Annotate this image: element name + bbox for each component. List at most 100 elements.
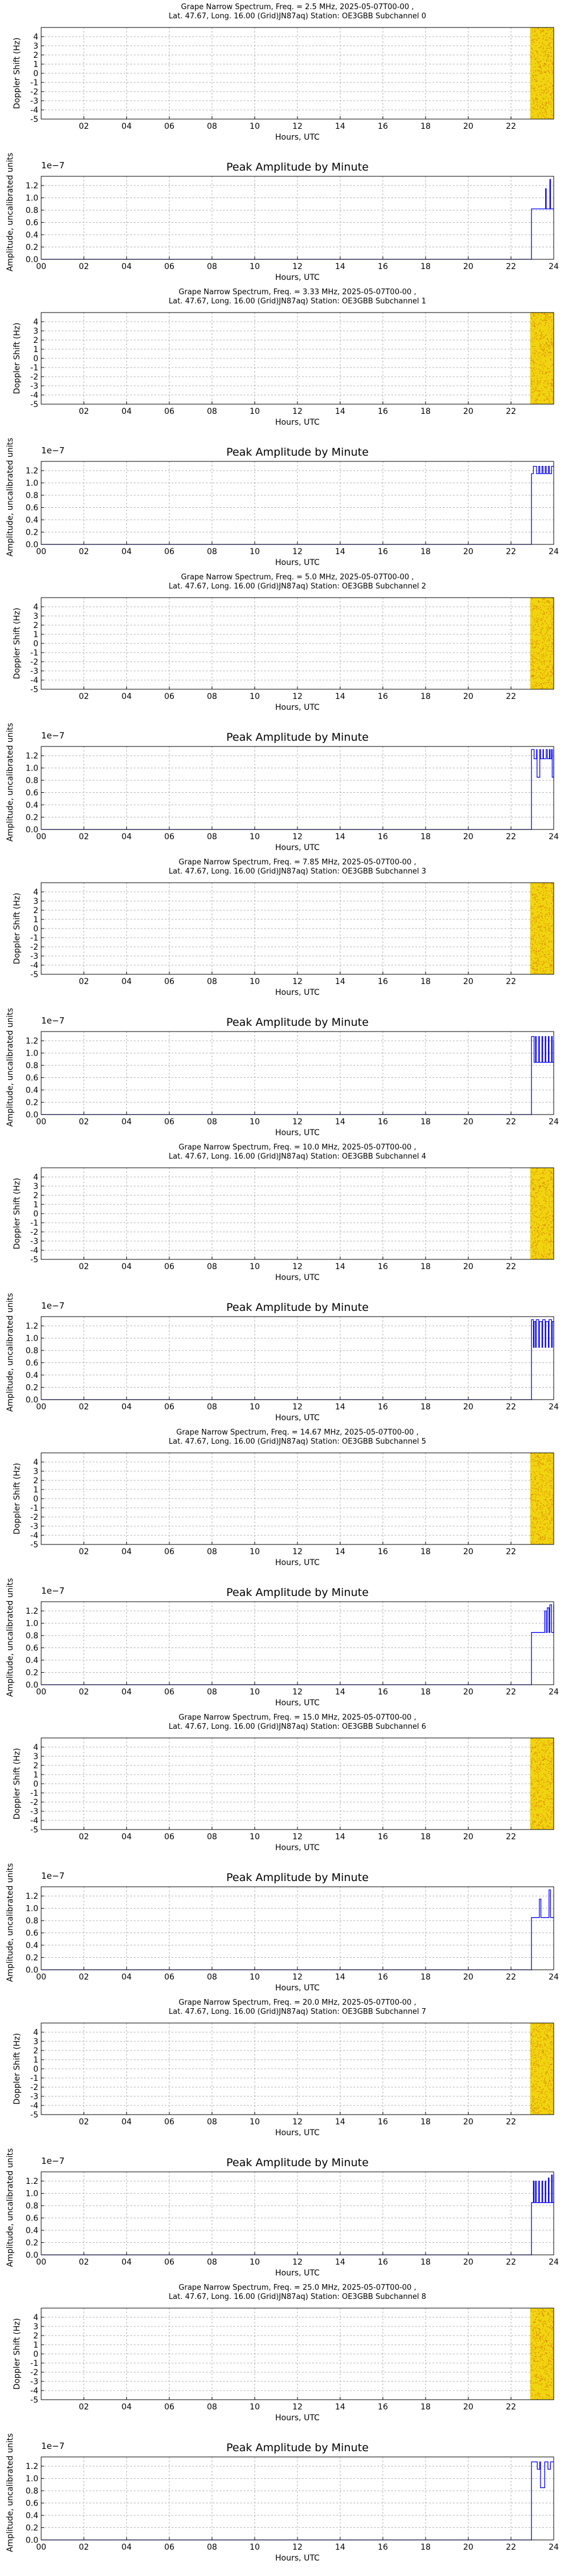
spectrum-speckle (533, 322, 534, 323)
spectrum-speckle (547, 2381, 549, 2382)
spectrum-speckle (530, 1219, 532, 1221)
spectrum-speckle (549, 1512, 550, 1514)
amplitude-xtick-label: 02 (79, 2543, 89, 2552)
amplitude-xlabel: Hours, UTC (275, 843, 320, 852)
spectrum-speckle (541, 1756, 543, 1757)
spectrum-speckle (530, 1744, 531, 1745)
spectrum-speckle (546, 1244, 547, 1246)
spectrum-speckle (546, 1232, 547, 1234)
spectrum-speckle (531, 392, 533, 393)
spectrum-speckle (540, 1206, 542, 1207)
spectrum-speckle (537, 906, 539, 907)
spectrum-speckle (549, 1823, 551, 1824)
amplitude-xtick-label: 14 (335, 1688, 345, 1697)
amplitude-xtick-label: 10 (249, 262, 260, 271)
spectrum-speckle (530, 2043, 531, 2045)
spectrum-speckle (541, 344, 542, 346)
spectrum-speckle (539, 1530, 541, 1531)
spectrum-speckle (542, 948, 544, 949)
spectrum-speckle (537, 384, 538, 385)
spectrum-speckle (550, 1173, 551, 1175)
spectrum-speckle (543, 2348, 545, 2350)
spectrum-ytick-label: 0 (33, 2065, 38, 2074)
panel-pair-2: Grape Narrow Spectrum, Freq. = 5.0 MHz, … (6, 573, 559, 852)
spectrum-speckle (531, 2069, 533, 2071)
spectrum-speckle (551, 1792, 553, 1793)
spectrum-speckle (536, 2325, 537, 2326)
spectrum-speckle (545, 916, 546, 917)
spectrum-speckle (544, 325, 546, 326)
spectrum-speckle (534, 1248, 536, 1250)
spectrum-speckle (536, 1824, 538, 1826)
spectrum-speckle (538, 2054, 539, 2056)
spectrum-speckle (546, 2341, 547, 2342)
spectrum-speckle (548, 2396, 550, 2397)
spectrum-speckle (542, 2049, 543, 2050)
spectrum-speckle (539, 2029, 541, 2030)
spectrum-speckle (541, 2025, 542, 2026)
spectrum-speckle (539, 1217, 541, 1218)
spectrum-speckle (547, 630, 549, 631)
spectrum-speckle (543, 1250, 545, 1251)
spectrum-speckle (551, 2084, 552, 2086)
spectrum-speckle (535, 1186, 537, 1187)
spectrum-speckle (550, 2043, 551, 2044)
spectrum-speckle (542, 1529, 543, 1530)
spectrum-speckle (542, 2379, 543, 2380)
spectrum-xtick-label: 12 (292, 1262, 303, 1271)
spectrum-speckle (541, 103, 543, 105)
spectrum-ytick-label: -1 (30, 1219, 38, 1228)
spectrum-speckle (544, 1197, 545, 1199)
spectrum-speckle (530, 55, 531, 57)
spectrum-speckle (545, 1477, 546, 1479)
spectrum-speckle (542, 965, 543, 966)
spectrum-speckle (542, 1232, 543, 1233)
spectrum-speckle (535, 50, 537, 51)
spectrum-speckle (539, 1461, 540, 1462)
amplitude-xtick-label: 04 (121, 1688, 132, 1697)
spectrum-speckle (552, 1215, 553, 1216)
spectrum-speckle (552, 85, 553, 86)
spectrum-speckle (538, 116, 539, 117)
spectrum-speckle (545, 64, 546, 65)
spectrum-speckle (532, 967, 534, 969)
spectrum-speckle (547, 338, 548, 339)
spectrum-speckle (543, 98, 544, 100)
amplitude-xtick-label: 12 (292, 547, 303, 556)
amplitude-xtick-label: 24 (549, 547, 559, 556)
spectrum-speckle (541, 1485, 542, 1486)
spectrum-ytick-label: 2 (33, 336, 38, 345)
spectrum-speckle (531, 2347, 533, 2348)
spectrum-speckle (535, 1799, 537, 1800)
spectrum-speckle (537, 62, 538, 63)
spectrum-xtick-label: 04 (121, 407, 132, 416)
spectrum-speckle (551, 2310, 553, 2312)
spectrum-speckle (543, 350, 545, 352)
spectrum-speckle (550, 94, 551, 96)
spectrum-speckle (551, 606, 553, 608)
spectrum-speckle (543, 336, 545, 338)
spectrum-speckle (550, 2064, 551, 2065)
spectrum-speckle (546, 2342, 547, 2343)
spectrum-speckle (546, 102, 547, 104)
spectrum-speckle (539, 1801, 541, 1803)
amplitude-ytick-label: 0.8 (26, 2202, 38, 2211)
spectrum-speckle (543, 613, 545, 614)
amplitude-xtick-label: 14 (335, 1402, 345, 1412)
spectrum-speckle (534, 346, 536, 347)
spectrum-speckle (550, 2378, 552, 2379)
spectrum-speckle (551, 912, 553, 914)
spectrum-speckle (549, 1771, 551, 1773)
spectrum-speckle (551, 2111, 553, 2112)
spectrum-speckle (530, 2383, 531, 2384)
spectrum-speckle (546, 641, 548, 642)
spectrum-speckle (541, 677, 543, 679)
spectrum-speckle (535, 2087, 536, 2089)
spectrum-speckle (539, 659, 541, 661)
spectrum-speckle (547, 2389, 549, 2391)
spectrum-data-block (530, 313, 554, 404)
spectrum-speckle (531, 1479, 532, 1480)
spectrum-speckle (551, 1777, 553, 1779)
spectrum-speckle (532, 1196, 533, 1198)
spectrum-speckle (539, 1467, 541, 1468)
